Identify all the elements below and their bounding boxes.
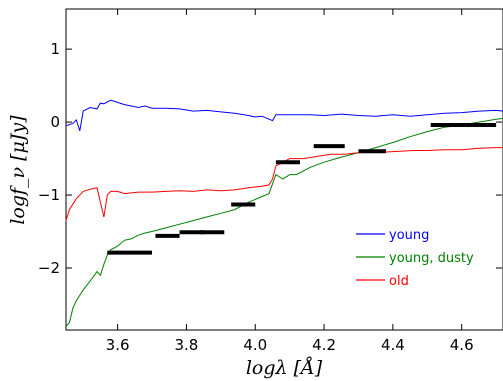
series-layer bbox=[65, 99, 503, 327]
tick-layer: 3.6 3.8 4.0 4.2 4.4 4.6 −2 −1 0 1 bbox=[38, 9, 502, 354]
y-axis-label: logf_ν [μJy] bbox=[7, 115, 29, 225]
y-tick-label: 0 bbox=[50, 113, 60, 131]
y-tick-label: −2 bbox=[38, 259, 60, 277]
x-axis-label: logλ [Å] bbox=[246, 357, 323, 379]
x-tick-label: 4.6 bbox=[450, 336, 474, 354]
x-tick-label: 4.0 bbox=[243, 336, 267, 354]
series-line-young bbox=[65, 99, 503, 131]
series-line-old bbox=[65, 147, 503, 221]
legend-label: young bbox=[389, 228, 429, 243]
legend-label: young, dusty bbox=[389, 251, 474, 266]
x-tick-label: 3.6 bbox=[106, 336, 130, 354]
y-tick-label: −1 bbox=[38, 186, 60, 204]
x-tick-label: 4.2 bbox=[312, 336, 336, 354]
photometry-segments bbox=[107, 122, 497, 255]
y-tick-label: 1 bbox=[50, 40, 60, 58]
legend: young young, dusty old bbox=[356, 228, 474, 289]
x-tick-label: 3.8 bbox=[175, 336, 199, 354]
series-line-young-dusty bbox=[65, 117, 503, 327]
x-tick-label: 4.4 bbox=[381, 336, 405, 354]
plot-frame bbox=[65, 8, 503, 331]
legend-label: old bbox=[389, 274, 409, 289]
